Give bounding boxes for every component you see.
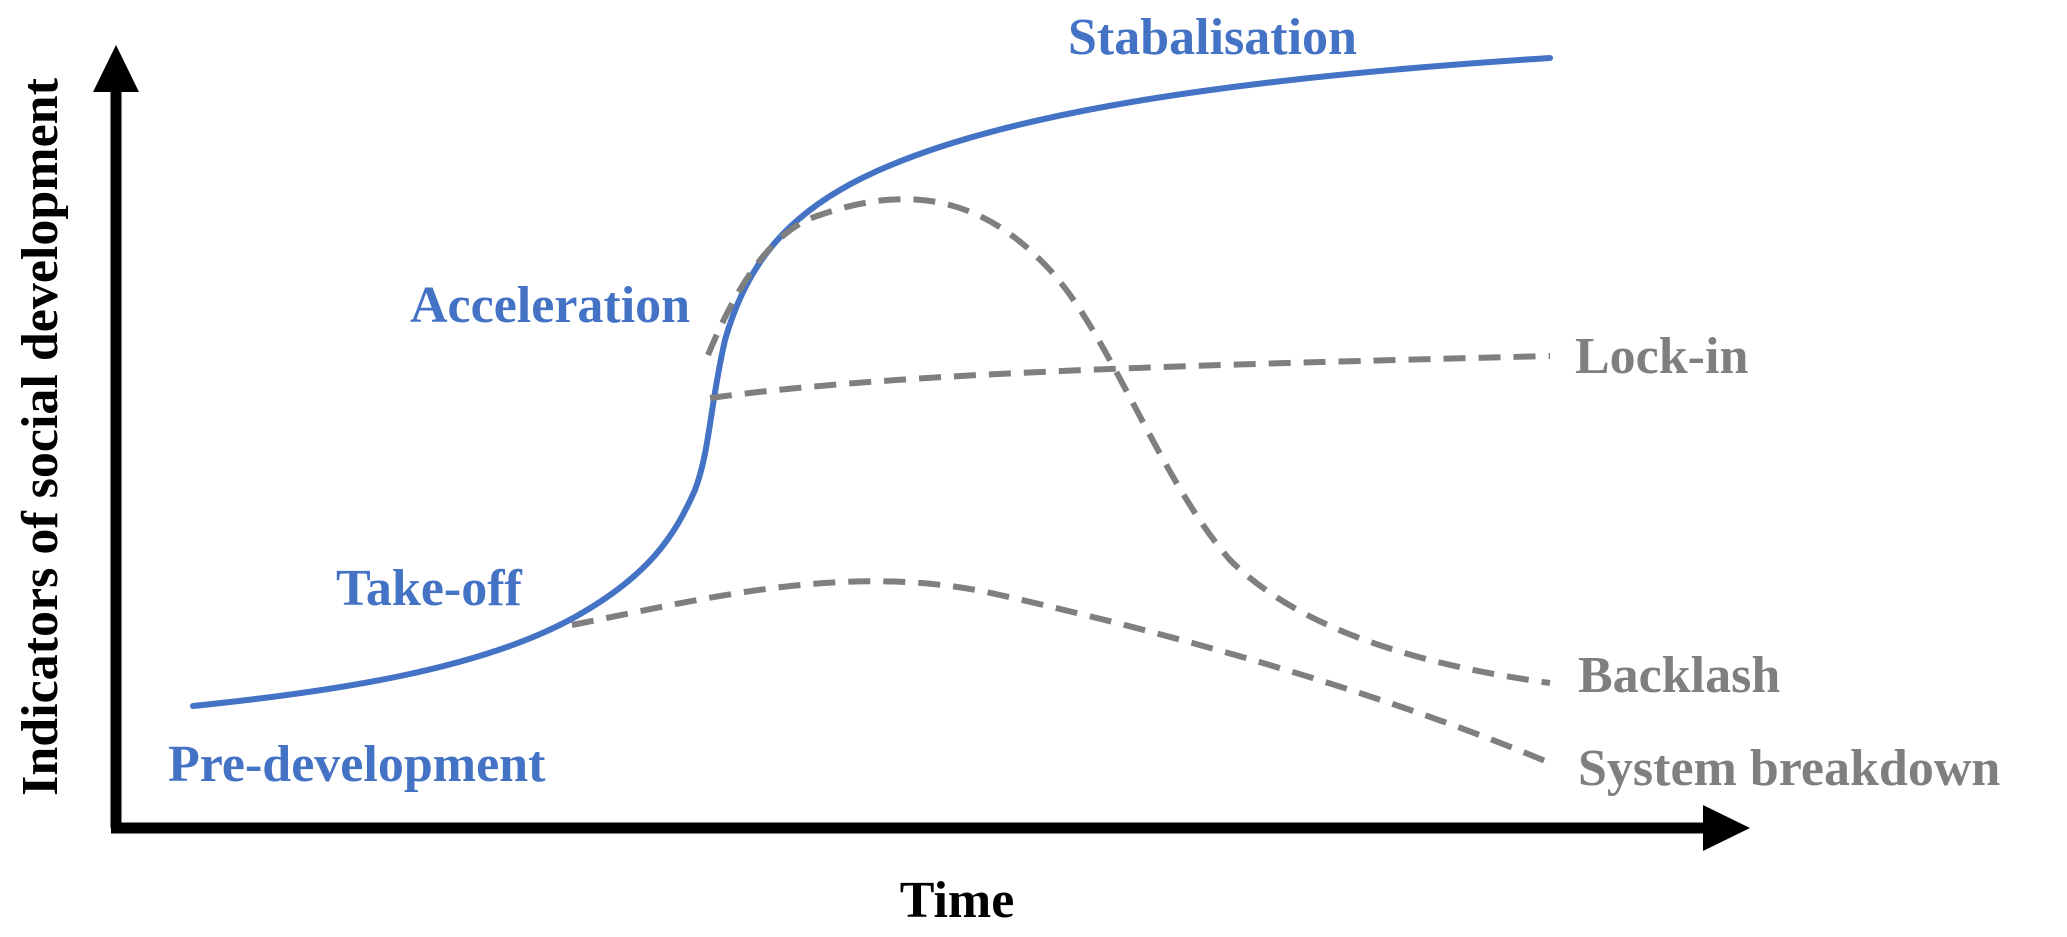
phase-label-stabilisation: Stabalisation — [1068, 9, 1357, 66]
phase-label-pre-development: Pre-development — [168, 736, 546, 793]
outcome-label-backlash: Backlash — [1578, 647, 1780, 704]
phase-label-take-off: Take-off — [336, 560, 523, 617]
x-axis-arrow-icon — [1703, 805, 1750, 851]
system-breakdown-path — [571, 578, 1552, 766]
x-axis-title: Time — [900, 872, 1015, 929]
y-axis-arrow-icon — [93, 45, 139, 92]
phase-label-acceleration: Acceleration — [410, 277, 690, 334]
y-axis-title: Indicators of social development — [12, 77, 69, 796]
outcome-label-system-breakdown: System breakdown — [1578, 740, 2000, 797]
main-transition-curve — [190, 55, 1553, 709]
lock-in-path — [709, 353, 1551, 401]
backlash-path — [705, 196, 1551, 686]
outcome-label-lock-in: Lock-in — [1575, 328, 1748, 385]
